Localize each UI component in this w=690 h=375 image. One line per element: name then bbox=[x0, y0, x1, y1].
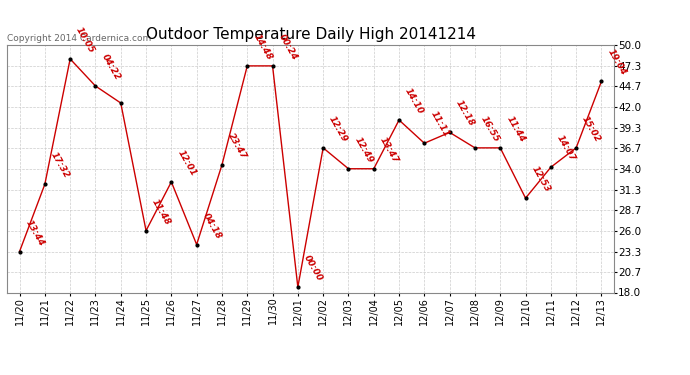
Text: 12:01: 12:01 bbox=[175, 148, 197, 178]
Text: 14:48: 14:48 bbox=[251, 32, 273, 62]
Text: 14:10: 14:10 bbox=[403, 87, 425, 116]
Text: 16:55: 16:55 bbox=[479, 114, 501, 144]
Text: 11:11: 11:11 bbox=[428, 110, 451, 139]
Text: 00:24: 00:24 bbox=[277, 32, 299, 62]
Text: 12:53: 12:53 bbox=[530, 165, 552, 194]
Text: 00:00: 00:00 bbox=[302, 254, 324, 283]
Text: 23:47: 23:47 bbox=[226, 131, 248, 161]
Text: 04:18: 04:18 bbox=[201, 211, 223, 240]
Text: 17:32: 17:32 bbox=[49, 151, 71, 180]
Text: 14:07: 14:07 bbox=[555, 134, 577, 163]
Text: 04:22: 04:22 bbox=[99, 53, 121, 82]
Text: 12:29: 12:29 bbox=[327, 114, 349, 144]
Text: 11:44: 11:44 bbox=[504, 114, 526, 144]
Text: 15:02: 15:02 bbox=[580, 114, 602, 144]
Text: Copyright 2014 Cardernica.com: Copyright 2014 Cardernica.com bbox=[7, 33, 151, 42]
Title: Outdoor Temperature Daily High 20141214: Outdoor Temperature Daily High 20141214 bbox=[146, 27, 475, 42]
Text: 11:48: 11:48 bbox=[150, 197, 172, 226]
Text: 19:04: 19:04 bbox=[606, 48, 628, 77]
Text: 12:18: 12:18 bbox=[454, 99, 476, 128]
Text: 13:47: 13:47 bbox=[378, 135, 400, 165]
Text: 12:49: 12:49 bbox=[353, 135, 375, 165]
Text: 13:44: 13:44 bbox=[23, 218, 46, 248]
Text: 10:05: 10:05 bbox=[75, 26, 97, 55]
